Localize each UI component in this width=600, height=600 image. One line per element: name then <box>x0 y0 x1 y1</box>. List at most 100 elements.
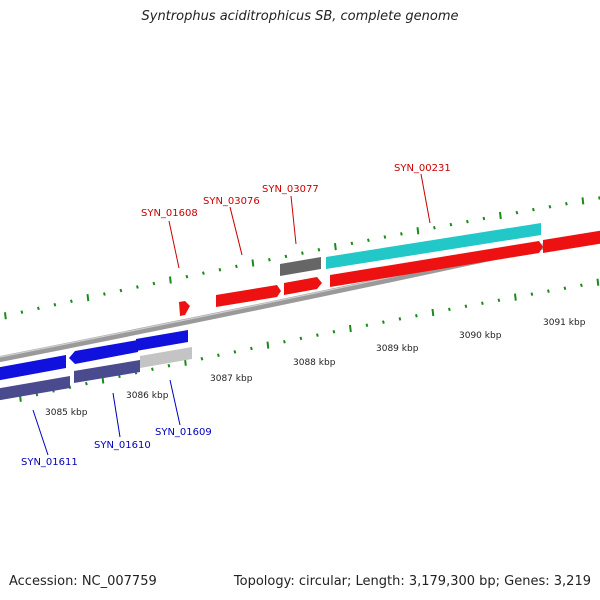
gene-feature-cyan[interactable] <box>326 223 541 269</box>
minor-tick <box>532 207 535 212</box>
minor-tick <box>151 367 154 372</box>
minor-tick <box>167 364 171 368</box>
gene-label-forward[interactable]: SYN_01608 <box>141 208 198 219</box>
gene-feature-blue[interactable] <box>0 355 66 381</box>
outer-tick-ring <box>4 196 600 320</box>
major-tick <box>349 324 352 333</box>
major-tick <box>251 259 255 267</box>
scale-label: 3087 kbp <box>210 374 253 384</box>
minor-tick <box>481 301 484 305</box>
minor-tick <box>250 346 253 351</box>
minor-tick <box>119 288 123 293</box>
gene-feature-light-gray[interactable] <box>140 347 192 368</box>
gene-feature-small-red[interactable] <box>179 301 190 316</box>
scale-label: 3090 kbp <box>459 331 502 341</box>
gene-label-reverse[interactable]: SYN_01611 <box>21 457 78 468</box>
gene-feature-blue[interactable] <box>136 330 188 351</box>
genome-summary-text: Topology: circular; Length: 3,179,300 bp… <box>233 574 591 589</box>
minor-tick <box>415 313 418 318</box>
major-tick <box>431 308 435 317</box>
minor-tick <box>547 289 550 293</box>
minor-tick <box>466 219 469 224</box>
minor-tick <box>350 241 354 246</box>
minor-tick <box>218 267 222 272</box>
minor-tick <box>103 292 106 296</box>
gene-label-forward[interactable]: SYN_00231 <box>394 163 451 174</box>
inner-tick-ring <box>19 278 600 402</box>
minor-tick <box>383 235 387 239</box>
accession-text: Accession: NC_007759 <box>9 574 157 589</box>
major-tick <box>334 242 337 251</box>
leader-line <box>229 206 243 256</box>
reverse-strand-genes <box>0 330 192 401</box>
minor-tick <box>317 248 321 252</box>
minor-tick <box>53 303 57 307</box>
minor-tick <box>497 298 501 302</box>
gene-leader-lines <box>32 173 431 456</box>
minor-tick <box>530 292 534 296</box>
minor-tick <box>464 304 468 309</box>
minor-tick <box>367 238 370 242</box>
scale-label: 3089 kbp <box>376 344 419 354</box>
minor-tick <box>152 281 156 286</box>
leader-line <box>32 409 49 456</box>
scale-labels: 3085 kbp 3086 kbp 3087 kbp 3088 kbp 3089… <box>45 318 586 418</box>
gene-label-reverse[interactable]: SYN_01610 <box>94 440 151 451</box>
minor-tick <box>299 336 303 341</box>
scale-label: 3086 kbp <box>126 391 169 401</box>
minor-tick <box>284 254 288 259</box>
minor-tick <box>365 323 369 328</box>
gene-feature-red[interactable] <box>284 277 322 295</box>
major-tick <box>266 341 270 349</box>
leader-line <box>420 173 431 224</box>
forward-strand-genes <box>179 223 600 316</box>
minor-tick <box>580 283 583 287</box>
gene-feature-slate[interactable] <box>0 376 70 401</box>
minor-tick <box>332 330 336 334</box>
minor-tick <box>482 216 486 221</box>
minor-tick <box>185 274 189 279</box>
minor-tick <box>382 320 385 324</box>
gene-feature-slate[interactable] <box>74 360 140 383</box>
gene-label-forward[interactable]: SYN_03077 <box>262 184 319 195</box>
gene-feature-red[interactable] <box>330 241 543 287</box>
minor-tick <box>70 299 73 303</box>
minor-tick <box>548 204 552 209</box>
minor-tick <box>448 307 451 312</box>
minor-tick <box>398 317 402 321</box>
gene-label-forward[interactable]: SYN_03076 <box>203 196 260 207</box>
map-title: Syntrophus aciditrophicus SB, complete g… <box>141 9 459 24</box>
major-tick <box>169 276 172 284</box>
gene-feature-blue[interactable] <box>69 340 138 364</box>
leader-line <box>169 379 181 426</box>
minor-tick <box>316 333 319 337</box>
minor-tick <box>235 264 238 269</box>
minor-tick <box>433 225 436 230</box>
major-tick <box>596 278 600 286</box>
minor-tick <box>268 257 271 262</box>
gene-labels: SYN_01608 SYN_03076 SYN_03077 SYN_00231 … <box>21 163 451 468</box>
minor-tick <box>301 251 304 255</box>
minor-tick <box>515 210 519 215</box>
major-tick <box>499 211 502 220</box>
major-tick <box>514 293 517 301</box>
leader-line <box>112 392 121 438</box>
gene-feature-red[interactable] <box>216 285 281 307</box>
minor-tick <box>85 381 88 386</box>
scale-label: 3091 kbp <box>543 318 586 328</box>
major-tick <box>416 227 420 235</box>
minor-tick <box>565 202 568 206</box>
minor-tick <box>449 222 453 227</box>
gene-feature-red[interactable] <box>543 230 600 253</box>
gene-feature-dark-gray[interactable] <box>280 257 321 276</box>
gene-label-reverse[interactable]: SYN_01609 <box>155 427 212 438</box>
minor-tick <box>37 306 40 311</box>
scale-label: 3085 kbp <box>45 408 88 418</box>
minor-tick <box>217 353 220 358</box>
leader-line <box>290 195 297 245</box>
scale-label: 3088 kbp <box>293 358 336 368</box>
minor-tick <box>400 232 403 236</box>
minor-tick <box>200 357 204 361</box>
